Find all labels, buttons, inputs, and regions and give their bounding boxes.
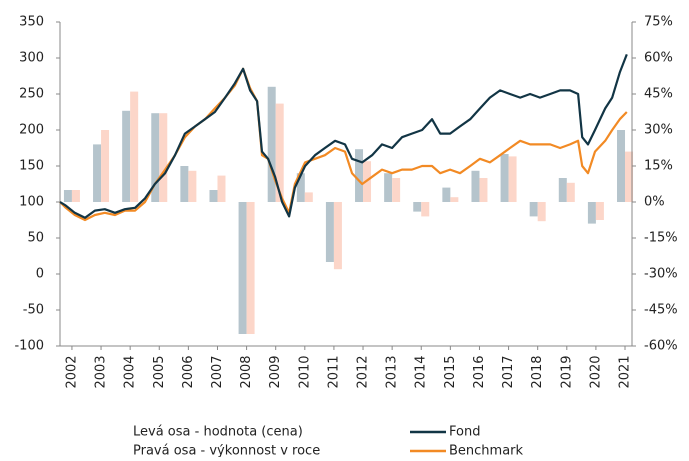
bar: [122, 110, 131, 202]
y2-tick-label: -60%: [644, 339, 678, 354]
bar: [617, 130, 626, 202]
x-tick-label: 2012: [356, 355, 371, 388]
bar: [442, 187, 451, 202]
bar: [537, 202, 546, 222]
y-tick-label: 0: [36, 267, 44, 282]
bar: [63, 190, 72, 202]
x-tick-label: 2015: [443, 355, 458, 388]
y-tick-label: 50: [27, 231, 44, 246]
bar: [180, 166, 189, 202]
y-tick-label: -100: [14, 339, 44, 354]
x-tick-label: 2007: [210, 355, 225, 388]
y2-tick-label: 0%: [644, 195, 665, 210]
y-tick-label: 100: [19, 195, 44, 210]
x-tick-label: 2021: [618, 355, 633, 388]
bar: [209, 190, 218, 202]
bar: [471, 170, 480, 202]
bar: [151, 113, 160, 202]
x-tick-label: 2003: [94, 355, 109, 388]
bar: [93, 144, 102, 202]
y2-tick-label: 15%: [644, 159, 673, 174]
bar: [595, 202, 604, 220]
x-tick-label: 2016: [472, 355, 487, 388]
left-axis-note: Levá osa - hodnota (cena): [133, 425, 303, 440]
bar: [296, 173, 305, 202]
x-tick-label: 2014: [414, 355, 429, 388]
x-tick-label: 2011: [326, 355, 341, 388]
bar: [413, 202, 422, 212]
y2-tick-label: -45%: [644, 303, 678, 318]
x-tick-label: 2006: [181, 355, 196, 388]
x-tick-label: 2019: [559, 355, 574, 388]
x-tick-label: 2017: [501, 355, 516, 388]
x-tick-label: 2018: [530, 355, 545, 388]
right-axis-note: Pravá osa - výkonnost v roce: [133, 444, 320, 458]
bar: [101, 130, 110, 202]
bar: [159, 113, 168, 202]
bar: [500, 154, 509, 202]
bar: [238, 202, 247, 334]
y2-tick-label: 75%: [644, 15, 673, 30]
y-tick-label: 150: [19, 159, 44, 174]
bar: [130, 91, 139, 202]
x-tick-label: 2020: [588, 355, 603, 388]
line-series: [59, 67, 628, 222]
y-tick-label: 350: [19, 15, 44, 30]
bar: [558, 178, 567, 202]
bar: [217, 175, 226, 202]
y-tick-label: 250: [19, 87, 44, 102]
x-tick-label: 2004: [123, 355, 138, 388]
bar: [566, 182, 575, 202]
bar: [421, 202, 430, 217]
y-tick-label: 200: [19, 123, 44, 138]
bar: [529, 202, 538, 217]
line-series: [59, 54, 628, 219]
bar: [333, 202, 342, 270]
bar: [304, 192, 313, 202]
bar: [71, 190, 80, 202]
bar: [246, 202, 255, 334]
y-tick-label: 300: [19, 51, 44, 66]
x-tick-label: 2002: [64, 355, 79, 388]
bar: [275, 103, 284, 202]
bar: [392, 178, 401, 202]
bar: [267, 86, 276, 202]
bar: [325, 202, 334, 262]
bar: [188, 170, 197, 202]
x-tick-label: 2013: [385, 355, 400, 388]
y2-tick-label: -30%: [644, 267, 678, 282]
y2-tick-label: 60%: [644, 51, 673, 66]
legend-label: Benchmark: [449, 444, 524, 458]
y2-tick-label: 45%: [644, 87, 673, 102]
bar: [587, 202, 596, 224]
x-tick-label: 2010: [297, 355, 312, 388]
x-tick-label: 2009: [268, 355, 283, 388]
bar: [355, 149, 364, 202]
y2-tick-label: -15%: [644, 231, 678, 246]
bar: [450, 197, 459, 202]
bar: [479, 178, 488, 202]
legend-label: Fond: [449, 425, 480, 440]
bar: [508, 156, 517, 202]
y-tick-label: -50: [23, 303, 44, 318]
x-tick-label: 2008: [239, 355, 254, 388]
bar: [625, 151, 634, 202]
bar: [384, 173, 393, 202]
y2-tick-label: 30%: [644, 123, 673, 138]
x-tick-label: 2005: [152, 355, 167, 388]
